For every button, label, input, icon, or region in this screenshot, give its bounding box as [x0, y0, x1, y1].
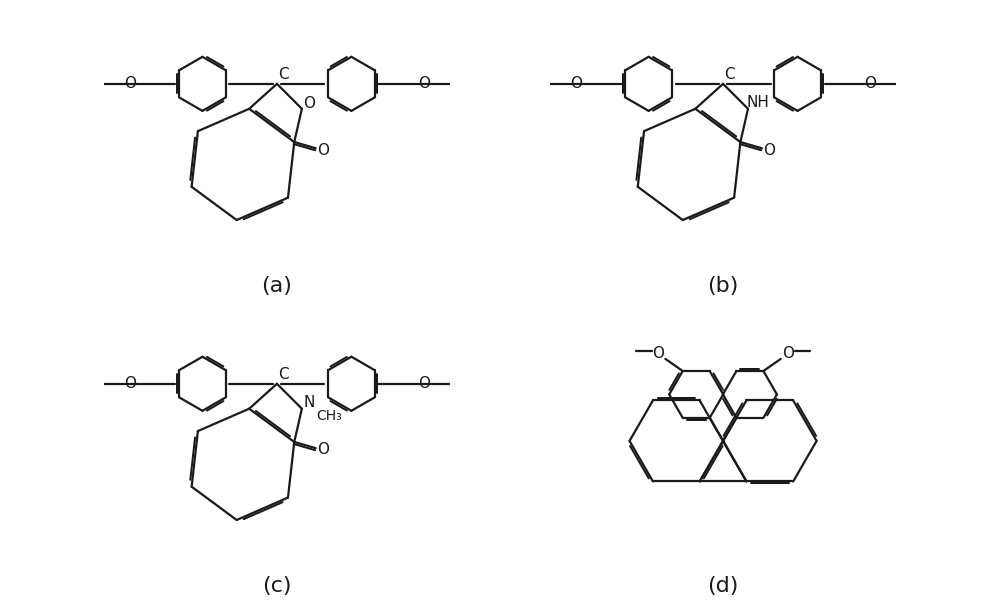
Text: O: O: [782, 345, 794, 361]
Text: O: O: [317, 143, 329, 158]
Text: O: O: [418, 376, 430, 391]
Text: (a): (a): [261, 277, 292, 297]
Text: (d): (d): [707, 576, 739, 596]
Text: O: O: [652, 345, 664, 361]
Text: O: O: [303, 96, 315, 111]
Text: C: C: [724, 66, 735, 82]
Text: O: O: [317, 442, 329, 457]
Text: O: O: [864, 76, 876, 91]
Text: NH: NH: [747, 95, 770, 110]
Text: (c): (c): [262, 576, 292, 596]
Text: O: O: [570, 76, 582, 91]
Text: C: C: [278, 66, 288, 82]
Text: C: C: [278, 367, 288, 382]
Text: (b): (b): [707, 277, 739, 297]
Text: O: O: [763, 143, 775, 158]
Text: CH₃: CH₃: [317, 410, 342, 423]
Text: O: O: [418, 76, 430, 91]
Text: N: N: [303, 395, 314, 410]
Text: O: O: [124, 76, 136, 91]
Text: O: O: [124, 376, 136, 391]
